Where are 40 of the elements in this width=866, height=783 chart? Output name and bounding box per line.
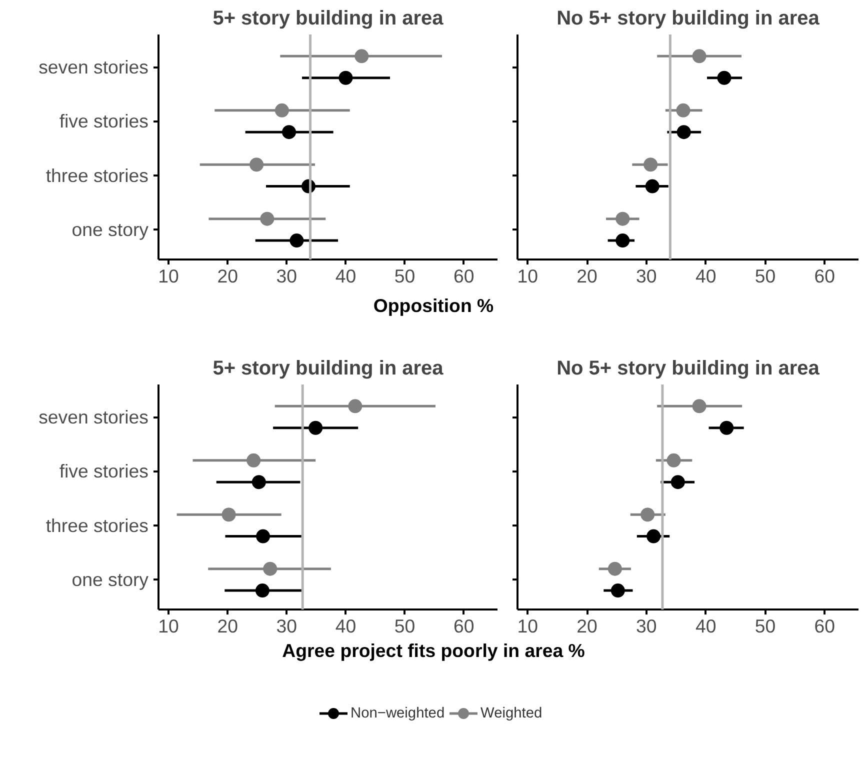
x-tick-label: 20 (217, 266, 238, 286)
y-tick-label: three stories (46, 514, 148, 536)
y-tick-label: one story (72, 219, 150, 240)
y-tick-label: three stories (46, 164, 148, 186)
y-tick-label: one story (72, 569, 150, 590)
x-tick-label: 50 (754, 266, 776, 286)
x-axis-title: Opposition % (373, 295, 494, 316)
x-tick-label: 50 (394, 616, 416, 636)
y-tick-label: five stories (59, 110, 149, 132)
y-tick-label: five stories (59, 460, 149, 482)
chart-title: 5+ story building in area (212, 8, 444, 30)
x-tick-label: 40 (335, 616, 356, 636)
y-tick-label: seven stories (38, 406, 149, 428)
x-tick-label: 50 (754, 616, 776, 636)
x-tick-label: 30 (636, 616, 657, 636)
x-tick-label: 10 (158, 266, 179, 286)
x-tick-label: 40 (335, 266, 356, 286)
x-tick-label: 60 (814, 616, 836, 636)
chart-title: 5+ story building in area (212, 358, 444, 380)
y-tick-label: seven stories (38, 56, 149, 78)
x-tick-label: 60 (814, 266, 836, 286)
chart-title: No 5+ story building in area (556, 8, 820, 30)
x-tick-label: 50 (394, 266, 416, 286)
x-tick-label: 20 (576, 266, 598, 286)
x-tick-label: 40 (695, 616, 716, 636)
x-tick-label: 30 (276, 616, 298, 636)
x-tick-label: 10 (158, 616, 179, 636)
x-tick-label: 60 (453, 266, 474, 286)
legend-label: Weighted (480, 706, 542, 722)
x-tick-label: 40 (695, 266, 716, 286)
x-axis-title: Agree project fits poorly in area % (282, 640, 586, 661)
legend-label: Non−weighted (350, 706, 445, 722)
x-tick-label: 20 (576, 616, 598, 636)
x-tick-label: 30 (276, 266, 298, 286)
x-tick-label: 10 (517, 266, 538, 286)
x-tick-label: 60 (453, 616, 474, 636)
x-tick-label: 10 (517, 616, 538, 636)
chart-title: No 5+ story building in area (556, 358, 820, 380)
x-tick-label: 30 (636, 266, 657, 286)
x-tick-label: 20 (217, 616, 238, 636)
